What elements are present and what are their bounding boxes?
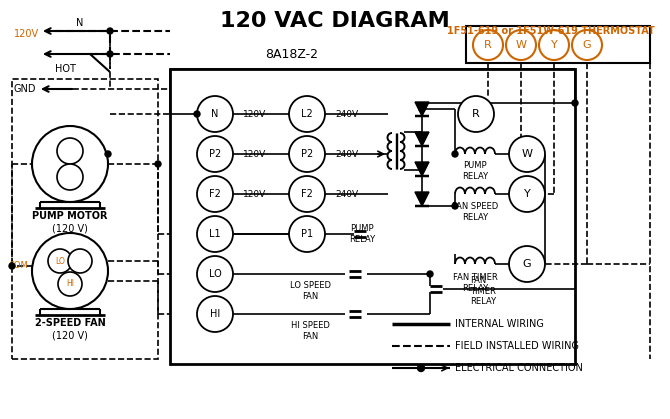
Text: Y: Y — [551, 40, 557, 50]
Text: FAN SPEED
RELAY: FAN SPEED RELAY — [452, 202, 498, 222]
Circle shape — [48, 249, 72, 273]
Circle shape — [32, 126, 108, 202]
Circle shape — [289, 216, 325, 252]
Text: P2: P2 — [301, 149, 313, 159]
Text: 1F51-619 or 1F51W-619 THERMOSTAT: 1F51-619 or 1F51W-619 THERMOSTAT — [448, 26, 655, 36]
Circle shape — [197, 136, 233, 172]
Text: HI SPEED
FAN: HI SPEED FAN — [291, 321, 330, 341]
Text: N: N — [76, 18, 84, 28]
Circle shape — [57, 164, 83, 190]
Circle shape — [509, 246, 545, 282]
Text: 120V: 120V — [243, 109, 266, 119]
Circle shape — [427, 271, 433, 277]
Text: Y: Y — [524, 189, 531, 199]
Circle shape — [58, 272, 82, 296]
Circle shape — [452, 203, 458, 209]
Text: HI: HI — [66, 279, 74, 289]
Circle shape — [473, 30, 503, 60]
Circle shape — [197, 296, 233, 332]
Circle shape — [197, 216, 233, 252]
Text: F2: F2 — [209, 189, 221, 199]
Text: FAN TIMER
RELAY: FAN TIMER RELAY — [453, 273, 497, 293]
Text: R: R — [484, 40, 492, 50]
Text: P2: P2 — [209, 149, 221, 159]
Text: HI: HI — [210, 309, 220, 319]
Polygon shape — [415, 192, 429, 206]
Circle shape — [32, 233, 108, 309]
Circle shape — [572, 30, 602, 60]
Text: 120V: 120V — [243, 150, 266, 158]
Text: 120V: 120V — [14, 29, 39, 39]
Circle shape — [458, 96, 494, 132]
Text: LO SPEED
FAN: LO SPEED FAN — [289, 281, 330, 301]
Text: 120V: 120V — [243, 189, 266, 199]
Text: ELECTRICAL CONNECTION: ELECTRICAL CONNECTION — [455, 363, 583, 373]
Circle shape — [57, 138, 83, 164]
Circle shape — [107, 51, 113, 57]
Text: 240V: 240V — [335, 189, 358, 199]
Text: 2-SPEED FAN: 2-SPEED FAN — [35, 318, 105, 328]
Text: G: G — [523, 259, 531, 269]
Text: 240V: 240V — [335, 109, 358, 119]
Bar — [12, 79, 158, 359]
Polygon shape — [415, 102, 429, 116]
Text: PUMP
RELAY: PUMP RELAY — [349, 224, 375, 244]
Text: LO: LO — [208, 269, 221, 279]
Text: N: N — [211, 109, 218, 119]
Text: COM: COM — [8, 261, 28, 271]
Circle shape — [289, 136, 325, 172]
Circle shape — [539, 30, 569, 60]
Polygon shape — [415, 132, 429, 146]
Text: (120 V): (120 V) — [52, 223, 88, 233]
Text: L1: L1 — [209, 229, 221, 239]
Text: FIELD INSTALLED WIRING: FIELD INSTALLED WIRING — [455, 341, 579, 351]
Text: W: W — [521, 149, 533, 159]
Circle shape — [197, 176, 233, 212]
Circle shape — [289, 96, 325, 132]
Text: W: W — [515, 40, 527, 50]
Circle shape — [197, 96, 233, 132]
Text: P1: P1 — [301, 229, 313, 239]
Text: PUMP MOTOR: PUMP MOTOR — [32, 211, 108, 221]
Text: R: R — [472, 109, 480, 119]
Text: L2: L2 — [301, 109, 313, 119]
Circle shape — [419, 106, 425, 112]
Circle shape — [506, 30, 536, 60]
Bar — [170, 69, 575, 364]
Text: F2: F2 — [301, 189, 313, 199]
Text: (120 V): (120 V) — [52, 330, 88, 340]
Text: 240V: 240V — [335, 150, 358, 158]
Text: INTERNAL WIRING: INTERNAL WIRING — [455, 319, 544, 329]
Polygon shape — [415, 162, 429, 176]
Circle shape — [68, 249, 92, 273]
Circle shape — [105, 151, 111, 157]
Text: LO: LO — [55, 256, 65, 266]
Circle shape — [197, 256, 233, 292]
Circle shape — [9, 263, 15, 269]
Text: HOT: HOT — [54, 64, 76, 74]
Circle shape — [289, 176, 325, 212]
Text: 8A18Z-2: 8A18Z-2 — [265, 48, 318, 61]
Circle shape — [417, 365, 425, 372]
Circle shape — [509, 176, 545, 212]
Circle shape — [452, 151, 458, 157]
Circle shape — [155, 161, 161, 167]
Text: FAN
TIMER
RELAY: FAN TIMER RELAY — [470, 276, 496, 306]
Bar — [466, 26, 650, 63]
Circle shape — [107, 28, 113, 34]
Circle shape — [572, 100, 578, 106]
Circle shape — [509, 136, 545, 172]
Circle shape — [194, 111, 200, 117]
Text: 120 VAC DIAGRAM: 120 VAC DIAGRAM — [220, 11, 450, 31]
Text: PUMP
RELAY: PUMP RELAY — [462, 161, 488, 181]
Text: GND: GND — [14, 84, 36, 94]
Text: G: G — [583, 40, 592, 50]
